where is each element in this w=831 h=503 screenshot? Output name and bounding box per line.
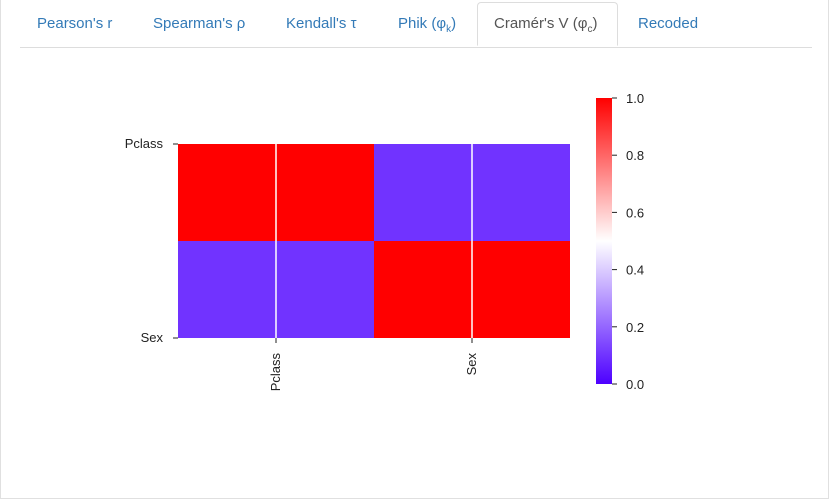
colorbar	[596, 98, 612, 384]
colorbar-tick-label: 1.0	[626, 91, 644, 106]
colorbar-tick-label: 0.0	[626, 377, 644, 392]
col-label-pclass: Pclass	[268, 353, 283, 392]
row-label-pclass: Pclass	[125, 136, 164, 151]
tab-cramers-label-end: )	[592, 15, 598, 32]
tab-kendall[interactable]: Kendall's τ	[286, 15, 357, 32]
colorbar-tick-label: 0.8	[626, 148, 644, 163]
tab-phik[interactable]: Phik (φk)	[398, 2, 456, 46]
tab-recoded[interactable]: Recoded	[638, 15, 699, 32]
tab-cramers-label: Cramér's V (φ	[494, 15, 588, 32]
tab-pearson[interactable]: Pearson's r	[37, 15, 113, 32]
col-label-sex: Sex	[464, 353, 479, 376]
correlation-tabs: Pearson's r Spearman's ρ Kendall's τ Phi…	[20, 2, 812, 48]
colorbar-tick-label: 0.6	[626, 205, 644, 220]
tab-phik-label-end: )	[451, 15, 457, 32]
colorbar-tick-label: 0.2	[626, 320, 644, 335]
tab-cramers-v[interactable]: Cramér's V (φc)	[477, 2, 618, 46]
row-label-sex: Sex	[141, 330, 164, 345]
tab-phik-subscript: k	[446, 24, 452, 35]
colorbar-tick-label: 0.4	[626, 263, 644, 278]
tab-cramers-subscript: c	[587, 24, 593, 35]
tab-phik-label: Phik (φ	[398, 15, 447, 32]
tab-spearman[interactable]: Spearman's ρ	[153, 15, 246, 32]
